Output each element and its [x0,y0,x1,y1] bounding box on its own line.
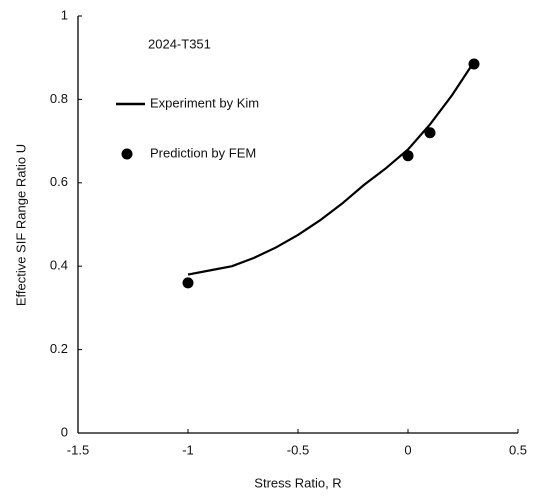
legend-swatch [121,148,133,160]
x-tick-label: 0.5 [509,442,527,457]
data-point [182,277,194,289]
y-axis-label: Effective SIF Range Ratio U [13,144,28,306]
y-tick-label: 0.8 [50,91,68,106]
y-tick-label: 0 [61,424,68,439]
legend-label: Experiment by Kim [150,95,259,110]
x-tick-label: -1.5 [67,442,89,457]
annotation: 2024-T351 [148,36,211,51]
x-tick-label: -1 [182,442,194,457]
y-tick-label: 0.6 [50,174,68,189]
y-tick-label: 0.2 [50,341,68,356]
x-tick-label: -0.5 [287,442,309,457]
y-tick-label: 1 [61,7,68,22]
x-axis-label: Stress Ratio, R [254,475,341,490]
data-line [187,61,475,276]
x-tick-label: 0 [404,442,411,457]
data-point [424,127,436,139]
data-point [402,150,414,162]
y-tick-label: 0.4 [50,258,68,273]
legend-label: Prediction by FEM [150,145,256,160]
data-point [468,58,480,70]
